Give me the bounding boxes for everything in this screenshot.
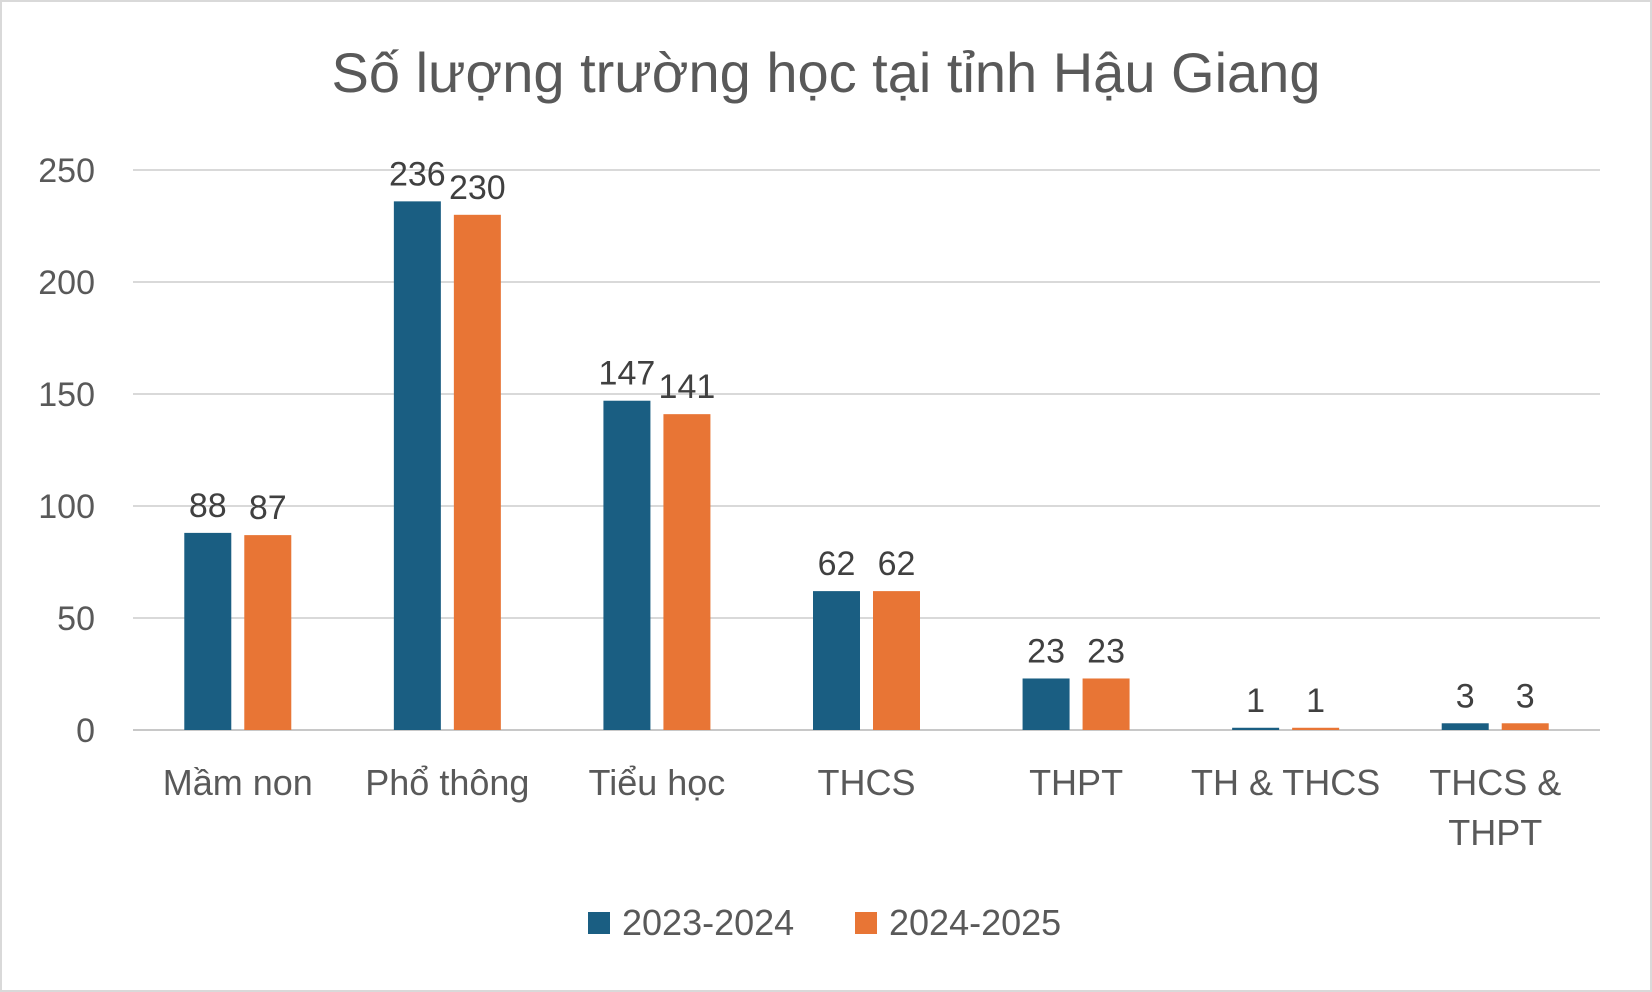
bar bbox=[1292, 727, 1340, 730]
bar bbox=[1501, 723, 1549, 730]
data-label: 87 bbox=[249, 489, 287, 527]
bar bbox=[663, 414, 711, 730]
bars bbox=[184, 201, 1549, 731]
y-tick-label: 0 bbox=[76, 712, 95, 750]
category-label: THPT bbox=[1029, 762, 1123, 803]
category-label: Mầm non bbox=[163, 762, 313, 803]
data-label: 62 bbox=[878, 545, 916, 583]
bar bbox=[244, 535, 292, 730]
category-label: THCS bbox=[818, 762, 916, 803]
legend: 2023-2024 2024-2025 bbox=[588, 902, 1061, 943]
data-label: 23 bbox=[1087, 632, 1125, 670]
legend-swatch bbox=[855, 912, 877, 934]
category-label: THCS & bbox=[1429, 762, 1561, 803]
category-label: Tiểu học bbox=[589, 762, 726, 803]
data-label: 1 bbox=[1306, 682, 1325, 720]
chart-title: Số lượng trường học tại tỉnh Hậu Giang bbox=[332, 41, 1321, 104]
bar bbox=[873, 591, 920, 730]
data-label: 236 bbox=[389, 155, 446, 193]
data-label: 141 bbox=[659, 368, 716, 406]
data-label: 147 bbox=[599, 355, 656, 393]
data-label: 3 bbox=[1516, 677, 1535, 715]
y-tick-label: 50 bbox=[57, 600, 95, 638]
bar bbox=[1082, 678, 1130, 730]
bar bbox=[603, 400, 651, 730]
bar bbox=[1441, 723, 1489, 730]
bar bbox=[1022, 678, 1070, 730]
data-label: 1 bbox=[1246, 682, 1265, 720]
data-label: 3 bbox=[1456, 677, 1475, 715]
data-label: 88 bbox=[189, 487, 227, 525]
gridlines bbox=[133, 169, 1600, 731]
bar bbox=[453, 214, 501, 731]
y-tick-label: 100 bbox=[38, 488, 95, 526]
legend-swatch bbox=[588, 912, 610, 934]
y-tick-label: 200 bbox=[38, 264, 95, 302]
y-tick-label: 150 bbox=[38, 376, 95, 414]
bar bbox=[184, 532, 232, 730]
data-label: 230 bbox=[449, 169, 506, 207]
legend-label: 2024-2025 bbox=[889, 902, 1061, 943]
category-label: TH & THCS bbox=[1191, 762, 1380, 803]
data-label: 23 bbox=[1027, 632, 1065, 670]
category-labels: Mầm non Phổ thông Tiểu học THCS THPT TH & THC… bbox=[163, 762, 1561, 853]
y-axis-tick-labels: 0 50 100 150 200 250 bbox=[38, 152, 95, 750]
category-label: Phổ thông bbox=[365, 762, 529, 803]
y-tick-label: 250 bbox=[38, 152, 95, 190]
bar bbox=[393, 201, 441, 731]
legend-label: 2023-2024 bbox=[622, 902, 794, 943]
bar bbox=[1232, 727, 1280, 730]
category-label: THPT bbox=[1448, 812, 1542, 853]
data-labels: 88 87 236 230 147 141 62 62 23 23 1 1 3 3 bbox=[189, 155, 1535, 719]
data-label: 62 bbox=[818, 545, 856, 583]
bar bbox=[813, 591, 860, 730]
